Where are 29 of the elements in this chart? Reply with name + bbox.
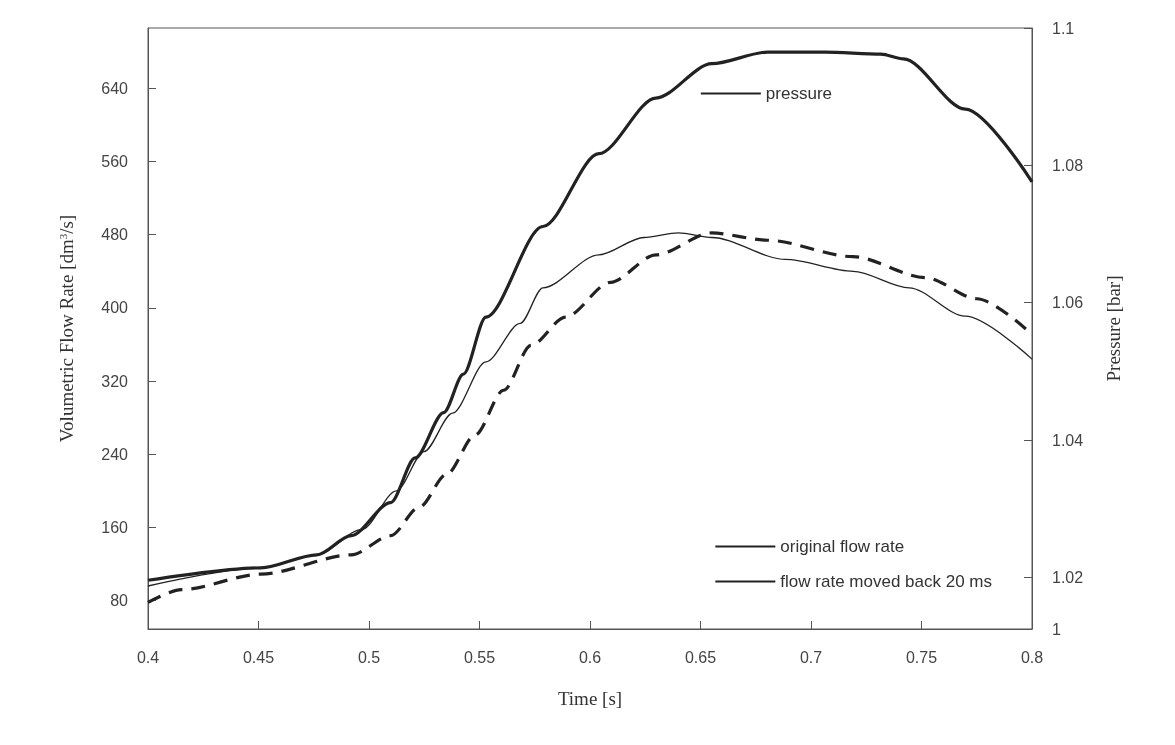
- x-tick-label: 0.75: [905, 648, 938, 666]
- x-axis-title: Time [s]: [557, 688, 623, 709]
- legend-label: original flow rate: [780, 537, 905, 556]
- x-tick-label: 0.45: [242, 648, 275, 666]
- y-tick-label: 240: [101, 445, 129, 463]
- y-tick-label: 560: [101, 153, 129, 171]
- legend-label: pressure: [765, 84, 832, 103]
- y-tick-label: 320: [101, 372, 129, 390]
- y-tick-label: 640: [101, 79, 129, 97]
- legend-label: flow rate moved back 20 ms: [780, 572, 993, 591]
- y2-tick-label: 1.06: [1052, 294, 1084, 312]
- x-tick-label: 0.7: [799, 648, 823, 666]
- y2-tick-label: 1.1: [1052, 19, 1075, 37]
- y-tick-label: 160: [101, 518, 129, 536]
- y2-tick-label: 1: [1052, 620, 1061, 638]
- x-tick-label: 0.8: [1020, 648, 1044, 666]
- x-tick-label: 0.55: [463, 648, 496, 666]
- y2-tick-label: 1.08: [1052, 156, 1084, 174]
- y-axis-title: Volumetric Flow Rate [dm3/s]: [56, 214, 77, 443]
- x-tick-label: 0.4: [136, 648, 160, 666]
- y-tick-label: 400: [101, 299, 129, 317]
- x-tick-label: 0.65: [684, 648, 717, 666]
- y-tick-label: 480: [101, 226, 129, 244]
- x-tick-label: 0.5: [357, 648, 381, 666]
- x-tick-label: 0.6: [578, 648, 602, 666]
- y-tick-label: 80: [110, 592, 129, 610]
- y2-axis-title: Pressure [bar]: [1103, 275, 1124, 382]
- y2-tick-label: 1.04: [1052, 431, 1084, 449]
- y2-tick-label: 1.02: [1052, 568, 1084, 586]
